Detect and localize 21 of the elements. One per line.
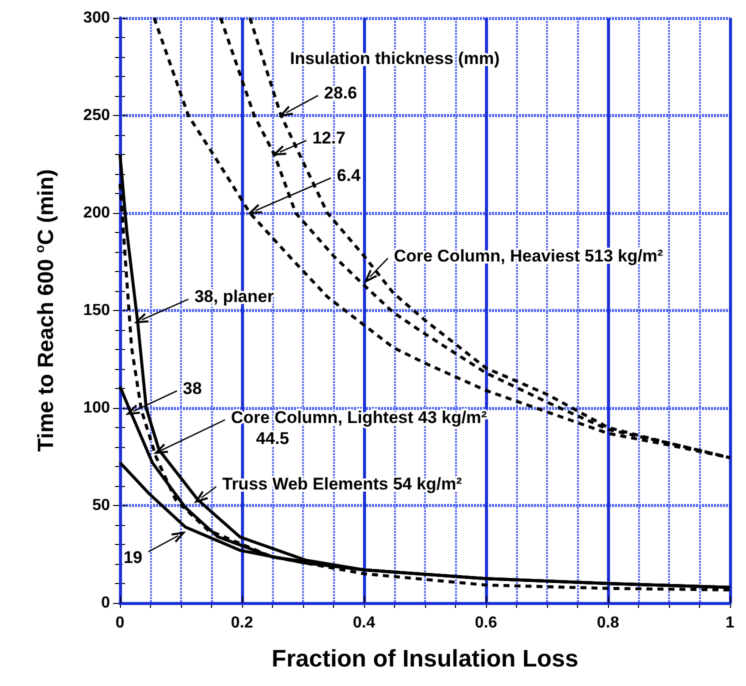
y-axis-title: Time to Reach 600 oC (min) bbox=[32, 169, 58, 452]
x-tick-label: 0.6 bbox=[474, 614, 498, 632]
x-tick-label: 0 bbox=[116, 614, 125, 632]
x-axis-title: Fraction of Insulation Loss bbox=[272, 646, 578, 672]
x-tick-label: 1 bbox=[726, 614, 735, 632]
y-tick-label: 100 bbox=[83, 400, 110, 416]
annotation: 28.6 bbox=[324, 83, 358, 102]
annotation: 19 bbox=[123, 547, 142, 566]
annotation: 6.4 bbox=[336, 166, 362, 184]
annotation: 44.5 bbox=[256, 428, 290, 448]
y-tick-label: 50 bbox=[92, 497, 110, 514]
y-tick-label: 250 bbox=[83, 107, 110, 124]
x-tick-label: 0.4 bbox=[352, 614, 376, 632]
y-tick-label: 200 bbox=[83, 204, 110, 222]
y-tick-label: 150 bbox=[83, 302, 110, 319]
x-tick-label: 0.2 bbox=[230, 614, 254, 632]
y-tick-label: 0 bbox=[101, 594, 110, 612]
annotation: 12.7 bbox=[312, 128, 346, 147]
annotation: 38 bbox=[182, 378, 202, 398]
y-tick-label: 300 bbox=[83, 10, 110, 26]
x-tick-label: 0.8 bbox=[596, 614, 620, 632]
